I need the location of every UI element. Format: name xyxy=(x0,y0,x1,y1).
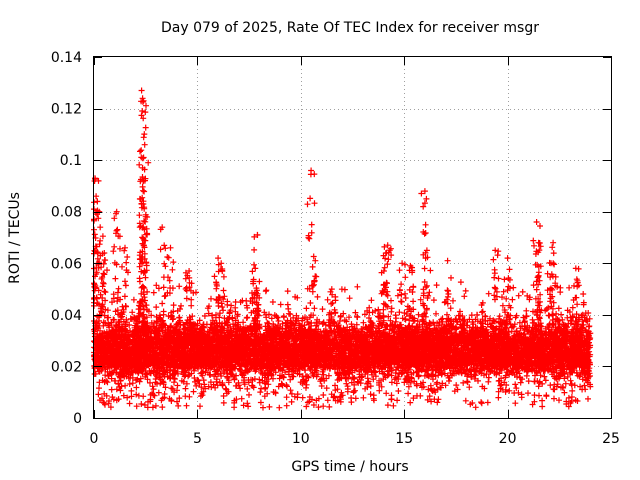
y-axis-label: ROTI / TECUs xyxy=(7,192,23,284)
x-axis-label: GPS time / hours xyxy=(291,459,408,475)
roti-points xyxy=(91,87,594,411)
x-tick-label: 20 xyxy=(499,431,517,447)
axis-ticks xyxy=(94,57,612,419)
x-tick-label: 25 xyxy=(602,431,620,447)
y-tick-label: 0.14 xyxy=(51,50,82,66)
plot-frame xyxy=(93,56,612,419)
x-tick-label: 10 xyxy=(292,431,310,447)
y-tick-labels: 0 0.02 0.04 0.06 0.08 0.1 0.12 0.14 xyxy=(51,50,82,427)
y-tick-label: 0.02 xyxy=(51,359,82,375)
x-tick-label: 15 xyxy=(395,431,413,447)
y-tick-label: 0.06 xyxy=(51,256,82,272)
data-points xyxy=(91,87,594,411)
y-tick-label: 0.1 xyxy=(60,153,82,169)
x-tick-label: 5 xyxy=(193,431,202,447)
y-tick-label: 0 xyxy=(73,411,82,427)
chart-title: Day 079 of 2025, Rate Of TEC Index for r… xyxy=(161,20,539,36)
y-tick-label: 0.12 xyxy=(51,102,82,118)
x-tick-labels: 0 5 10 15 20 25 xyxy=(90,431,620,447)
y-tick-label: 0.08 xyxy=(51,205,82,221)
x-tick-label: 0 xyxy=(90,431,99,447)
y-tick-label: 0.04 xyxy=(51,308,82,324)
